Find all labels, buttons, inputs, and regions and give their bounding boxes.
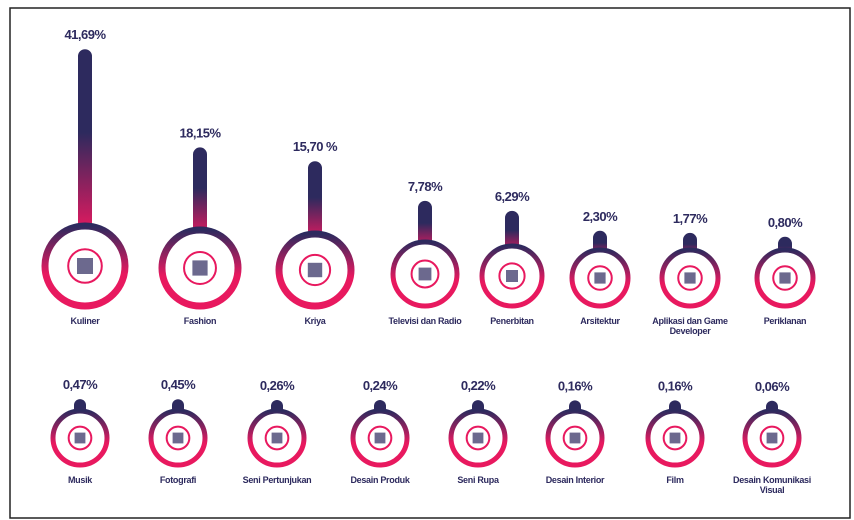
icon (67, 425, 93, 451)
value-label: 0,26% (260, 378, 295, 393)
icon-detail (569, 432, 581, 444)
frame (9, 7, 851, 519)
icon-detail (74, 432, 86, 444)
icon-detail (779, 272, 791, 284)
bar (193, 147, 207, 238)
icon (759, 425, 785, 451)
icon (183, 251, 217, 285)
category-label: Seni Pertunjukan (242, 475, 312, 485)
icon (677, 265, 703, 291)
icon (465, 425, 491, 451)
value-label: 0,22% (461, 378, 496, 393)
value-label: 0,16% (558, 378, 593, 393)
category-label: Fashion (183, 316, 217, 326)
icon (562, 425, 588, 451)
category-label: Aplikasi dan Game Developer (652, 316, 728, 336)
category-label: Film (666, 475, 684, 485)
category-label: Periklanan (763, 316, 807, 326)
value-label: 41,69% (64, 27, 106, 42)
value-label: 0,47% (63, 377, 98, 392)
category-label: Fotografi (159, 475, 197, 485)
icon-detail (594, 272, 606, 284)
value-label: 0,06% (755, 379, 790, 394)
icon (367, 425, 393, 451)
icon (165, 425, 191, 451)
icon (772, 265, 798, 291)
category-label: Televisi dan Radio (388, 316, 462, 326)
value-label: 6,29% (495, 189, 530, 204)
value-label: 0,80% (768, 215, 803, 230)
value-label: 0,24% (363, 378, 398, 393)
icon-detail (766, 432, 778, 444)
bar (78, 49, 92, 234)
bar (505, 210, 519, 254)
category-label: Seni Rupa (457, 475, 499, 485)
icon-detail (418, 267, 432, 281)
category-label: Desain Komunikasi Visual (733, 475, 811, 495)
value-label: 0,45% (161, 377, 196, 392)
value-label: 0,16% (658, 378, 693, 393)
category-label: Musik (67, 475, 92, 485)
category-label: Penerbitan (490, 316, 534, 326)
icon-detail (77, 258, 93, 274)
icon-detail (271, 432, 283, 444)
value-label: 7,78% (408, 179, 443, 194)
icon-detail (192, 260, 208, 276)
icon-detail (506, 270, 518, 282)
bar (418, 200, 432, 250)
icon (298, 253, 332, 287)
category-label: Kriya (304, 316, 326, 326)
icon-detail (472, 432, 484, 444)
icon (662, 425, 688, 451)
icon-detail (684, 272, 696, 284)
icon-detail (307, 262, 323, 278)
icon (410, 259, 440, 289)
icon (498, 262, 526, 290)
icon-detail (172, 432, 184, 444)
category-label: Desain Interior (545, 475, 605, 485)
icon (264, 425, 290, 451)
category-label: Arsitektur (580, 316, 620, 326)
category-label: Desain Produk (350, 475, 410, 485)
value-label: 15,70 % (293, 139, 338, 154)
category-label: Kuliner (70, 316, 100, 326)
icon-detail (374, 432, 386, 444)
value-label: 2,30% (583, 209, 618, 224)
icon-detail (669, 432, 681, 444)
bar (308, 161, 322, 242)
value-label: 18,15% (179, 125, 221, 140)
icon (67, 248, 103, 284)
value-label: 1,77% (673, 211, 708, 226)
icon (587, 265, 613, 291)
